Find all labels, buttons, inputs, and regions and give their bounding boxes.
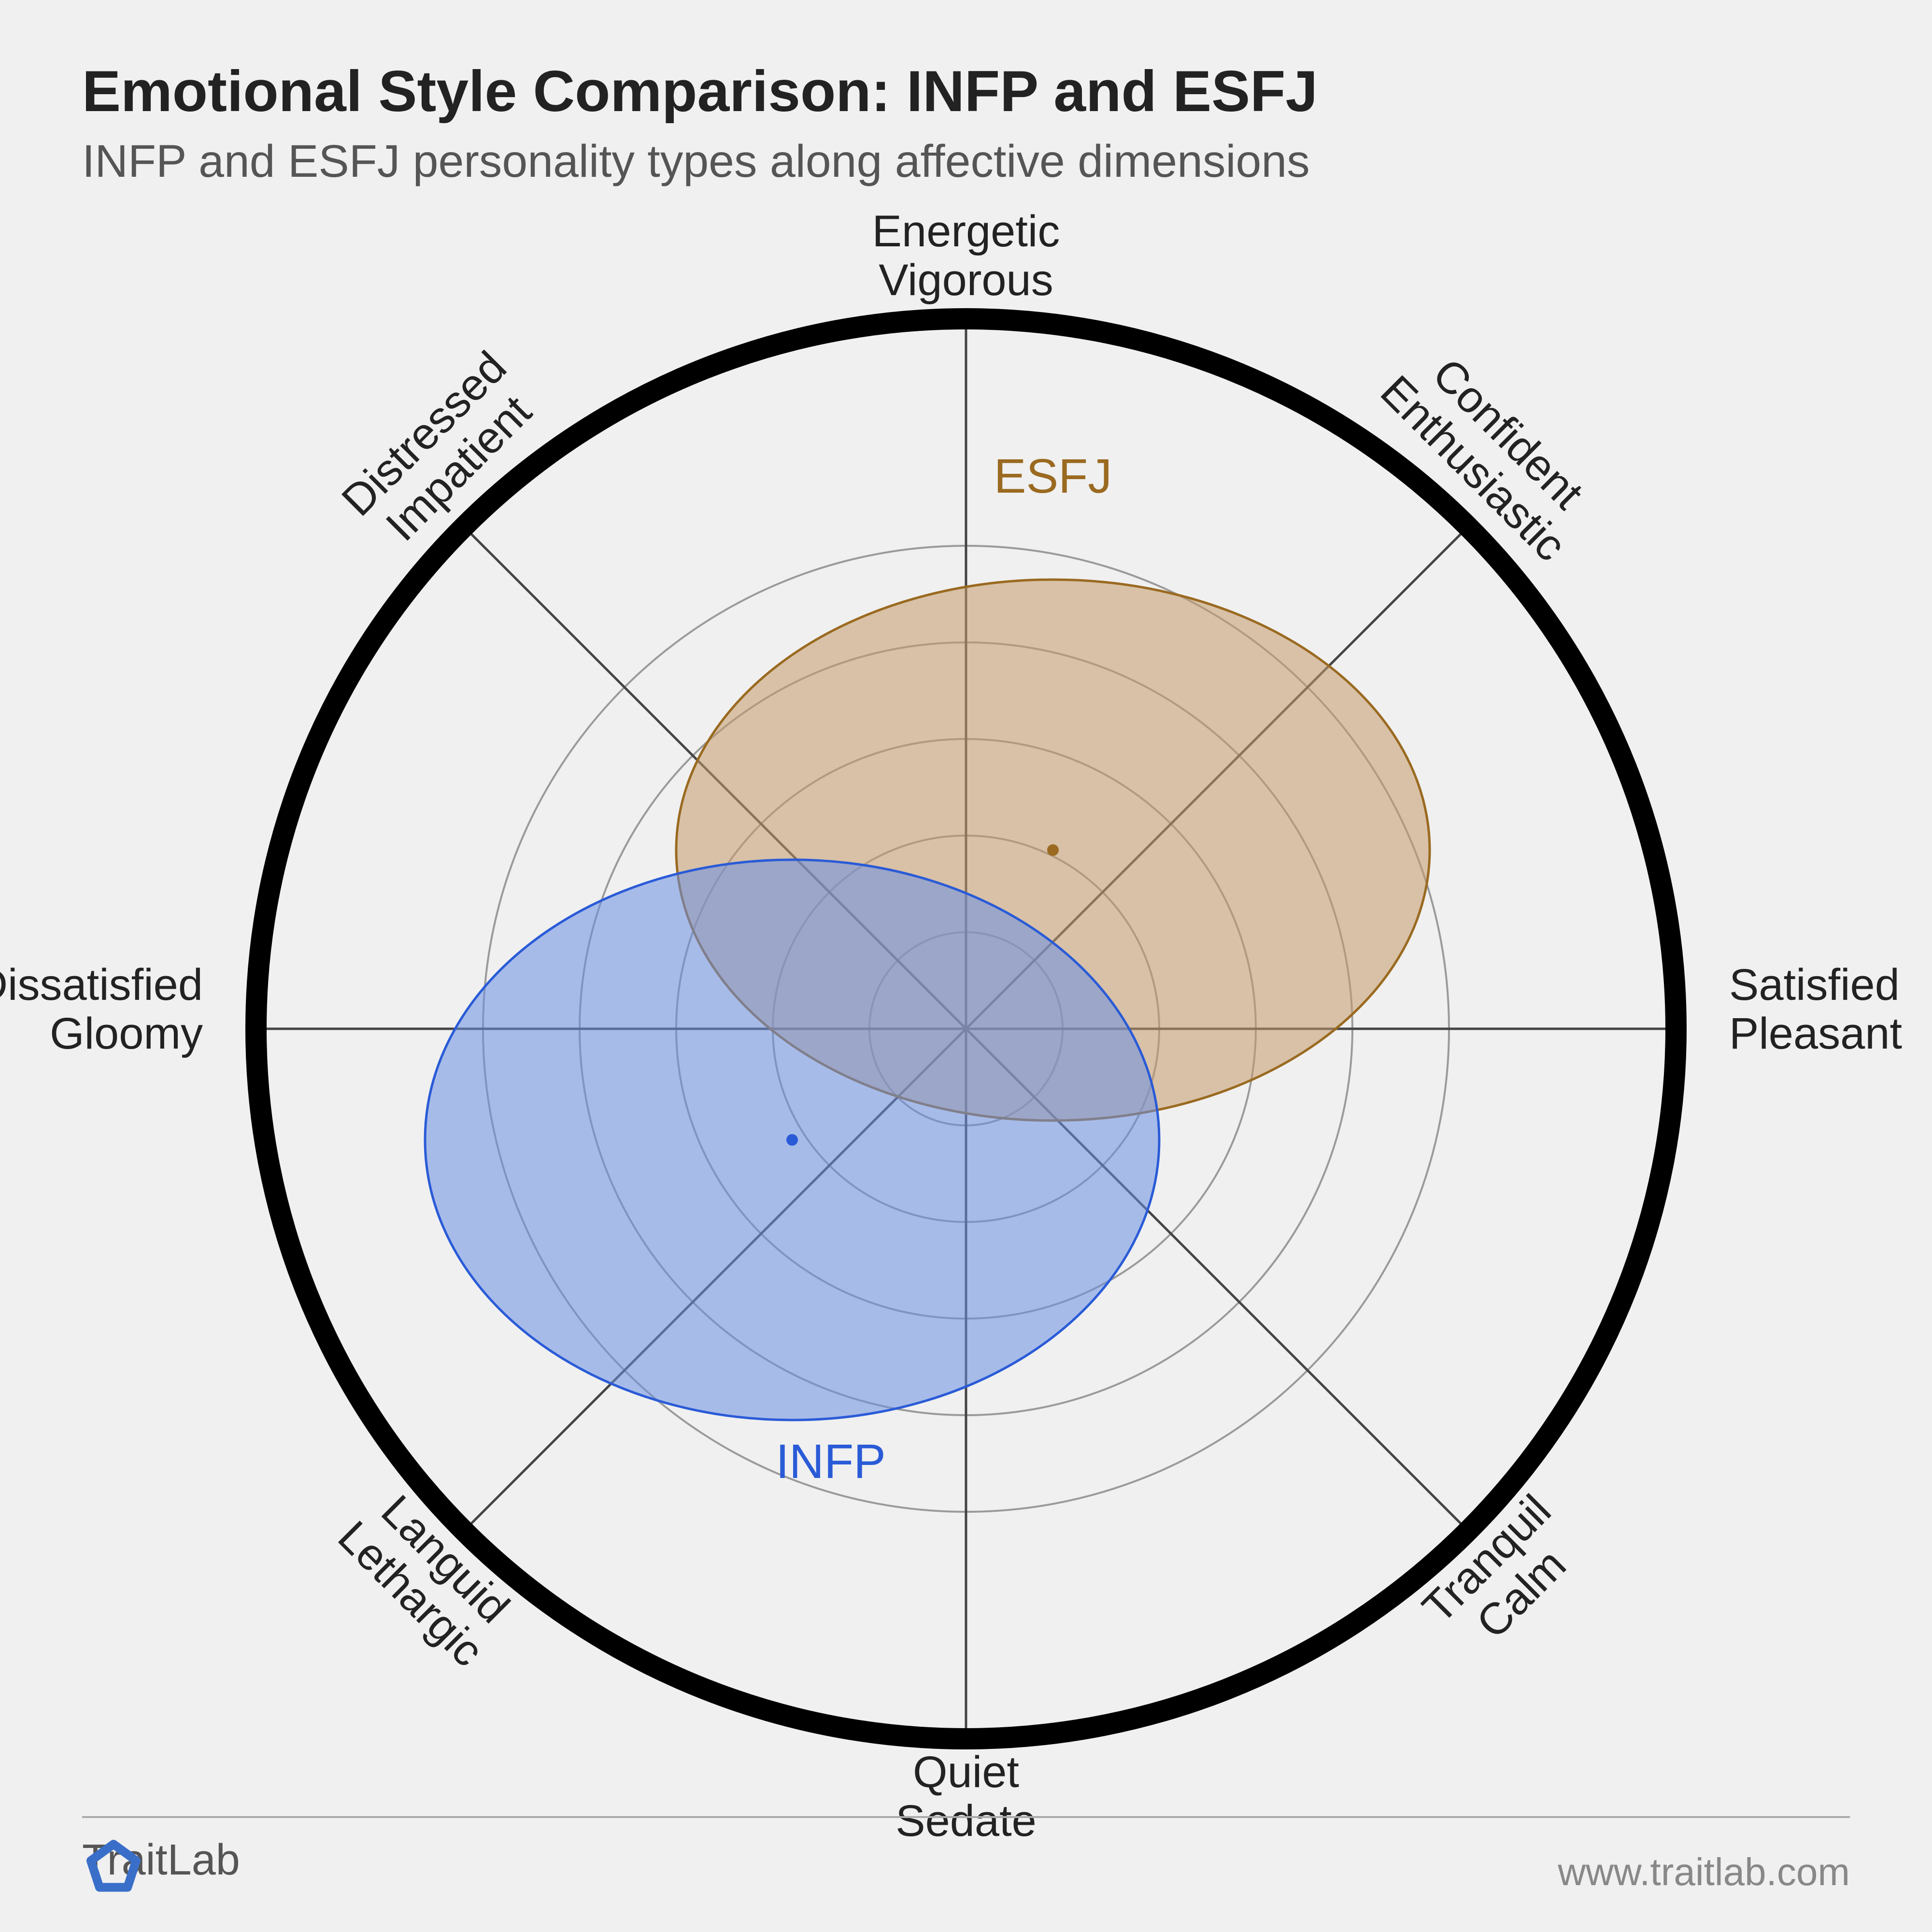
circumplex-chart: ESFJ INFP EnergeticVigorous ConfidentEnthus…: [0, 0, 1932, 1932]
svg-text:Quiet: Quiet: [913, 1747, 1019, 1797]
footer-divider: [82, 1816, 1850, 1818]
footer-brand: TraitLab: [82, 1835, 240, 1885]
footer-url: www.traitlab.com: [1558, 1850, 1850, 1894]
axis-label: EnergeticVigorous: [872, 207, 1060, 305]
svg-text:Vigorous: Vigorous: [879, 256, 1053, 305]
series-point-infp: [786, 1134, 798, 1146]
svg-text:Energetic: Energetic: [872, 207, 1060, 256]
svg-text:Pleasant: Pleasant: [1729, 1009, 1902, 1058]
axis-label: ConfidentEnthusiastic: [1371, 332, 1610, 570]
traitlab-logo-icon: [82, 1835, 145, 1898]
axis-label: DistressedImpatient: [332, 342, 550, 560]
axis-label: DissatisfiedGloomy: [0, 960, 203, 1058]
axis-label: LanguidLethargic: [328, 1477, 527, 1676]
series-label-infp: INFP: [776, 1435, 886, 1489]
svg-text:Gloomy: Gloomy: [50, 1009, 203, 1058]
svg-text:Dissatisfied: Dissatisfied: [0, 960, 203, 1009]
svg-text:Sedate: Sedate: [895, 1796, 1037, 1846]
axis-label: QuietSedate: [895, 1747, 1037, 1846]
svg-text:Satisfied: Satisfied: [1729, 960, 1900, 1009]
series-point-esfj: [1047, 844, 1059, 856]
series-label-esfj: ESFJ: [994, 449, 1112, 503]
axis-label: SatisfiedPleasant: [1729, 960, 1902, 1058]
axis-label: TranquilCalm: [1413, 1486, 1595, 1667]
